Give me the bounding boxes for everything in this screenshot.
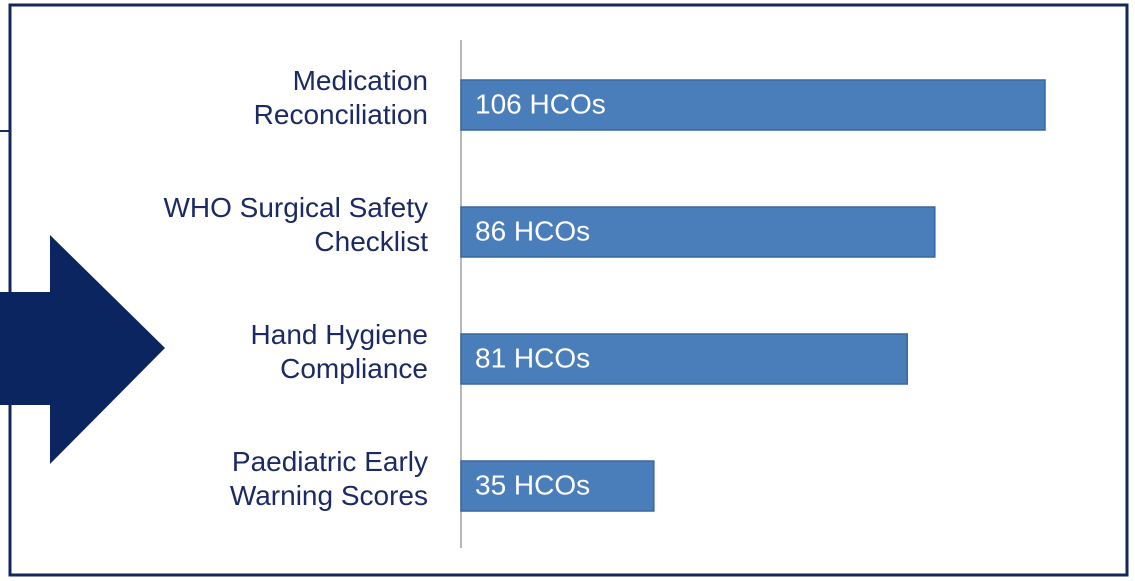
category-label: WHO Surgical Safety Checklist [163, 192, 428, 257]
value-label: 86 HCOs [475, 215, 590, 246]
bar [460, 79, 1046, 131]
category-label: Medication Reconciliation [253, 65, 428, 130]
category-label: Hand Hygiene Compliance [250, 319, 428, 384]
category-label: Paediatric Early Warning Scores [229, 446, 428, 511]
value-label: 106 HCOs [475, 88, 606, 119]
bar [460, 460, 655, 512]
arrow [0, 235, 165, 464]
bar [460, 333, 909, 385]
bar [460, 206, 936, 258]
value-label: 81 HCOs [475, 342, 590, 373]
frame [8, 3, 1129, 577]
value-label: 35 HCOs [475, 469, 590, 500]
